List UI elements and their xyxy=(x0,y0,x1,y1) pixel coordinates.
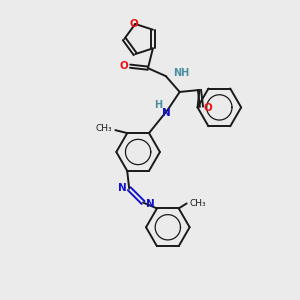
Text: N: N xyxy=(146,199,154,208)
Text: NH: NH xyxy=(173,68,189,78)
Text: CH₃: CH₃ xyxy=(96,124,112,133)
Text: N: N xyxy=(118,183,127,193)
Text: O: O xyxy=(203,103,212,113)
Text: O: O xyxy=(120,61,129,71)
Text: O: O xyxy=(130,19,139,29)
Text: CH₃: CH₃ xyxy=(190,199,206,208)
Text: N: N xyxy=(162,108,171,118)
Text: H: H xyxy=(154,100,162,110)
